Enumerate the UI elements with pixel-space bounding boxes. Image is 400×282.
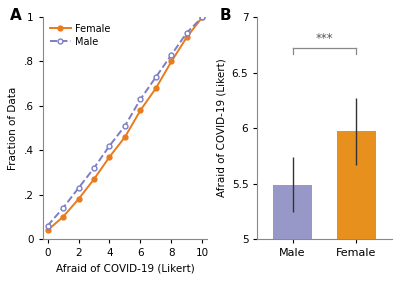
Line: Male: Male [45,15,205,228]
Male [184,31,189,34]
Legend: Female, Male: Female, Male [48,22,112,49]
Female [122,135,127,139]
Bar [273,185,312,239]
Female [200,15,205,19]
Female [138,109,143,112]
Male [154,75,158,79]
Male [61,206,66,210]
Female [92,177,96,181]
Y-axis label: Fraction of Data: Fraction of Data [8,86,18,170]
Female [169,60,174,63]
Text: ***: *** [316,32,333,45]
Male [138,98,143,101]
Male [45,224,50,228]
Y-axis label: Afraid of COVID-19 (Likert): Afraid of COVID-19 (Likert) [216,59,226,197]
Text: B: B [220,8,232,23]
Male [122,124,127,127]
Female [107,155,112,158]
Female [184,35,189,39]
Female [61,215,66,219]
Male [76,186,81,190]
Male [92,166,96,170]
X-axis label: Afraid of COVID-19 (Likert): Afraid of COVID-19 (Likert) [56,264,194,274]
Female [154,86,158,90]
Female [76,197,81,201]
Male [107,144,112,147]
Text: A: A [10,8,22,23]
Male [169,53,174,56]
Male [200,15,205,19]
Bar [337,131,376,239]
Female [45,228,50,232]
Line: Female: Female [45,15,205,233]
